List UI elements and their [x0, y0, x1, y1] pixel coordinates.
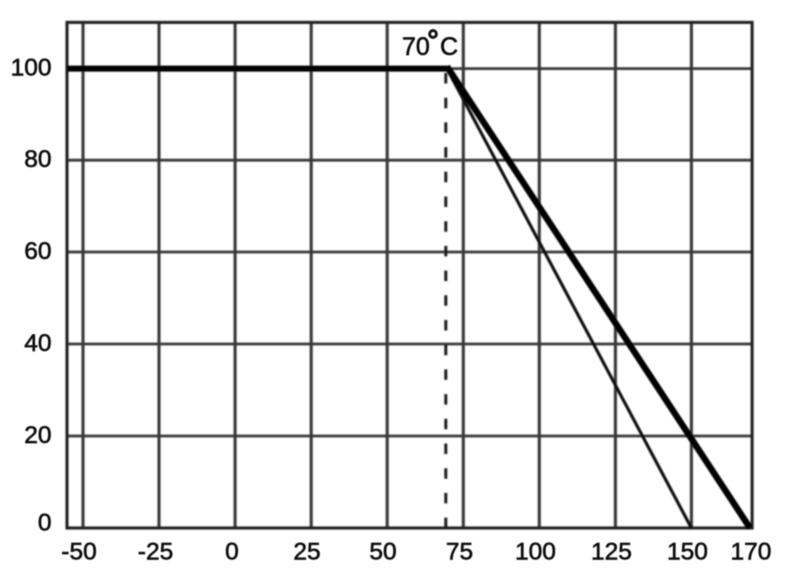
svg-text:80: 80 [24, 146, 51, 173]
svg-text:150: 150 [667, 539, 708, 566]
svg-text:100: 100 [515, 539, 556, 566]
svg-text:125: 125 [591, 539, 632, 566]
svg-text:0: 0 [225, 539, 239, 566]
svg-text:60: 60 [24, 238, 51, 265]
svg-text:-25: -25 [138, 539, 173, 566]
svg-text:70: 70 [402, 33, 430, 61]
svg-text:25: 25 [293, 539, 320, 566]
svg-text:0: 0 [38, 510, 52, 537]
svg-text:100: 100 [11, 55, 52, 82]
svg-text:40: 40 [24, 330, 51, 357]
svg-text:C: C [440, 33, 458, 61]
svg-text:-50: -50 [61, 539, 96, 566]
svg-text:50: 50 [369, 539, 396, 566]
svg-text:20: 20 [24, 422, 51, 449]
svg-text:75: 75 [446, 539, 473, 566]
svg-text:170: 170 [731, 539, 772, 566]
